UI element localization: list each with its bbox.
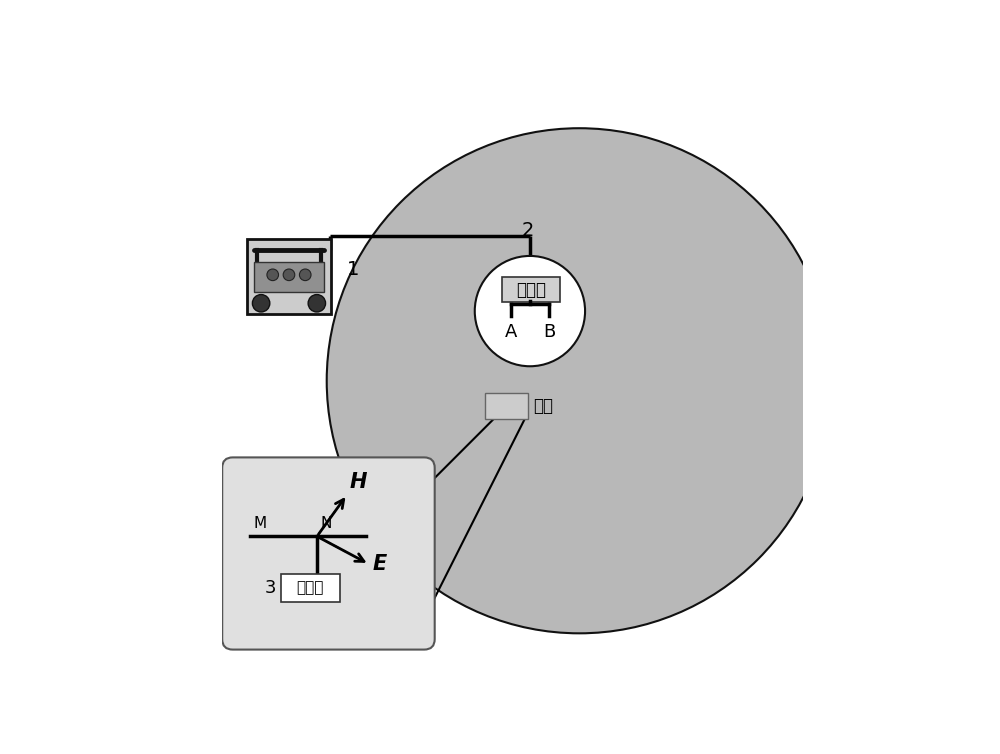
Text: A: A	[505, 323, 517, 342]
Text: 发送机: 发送机	[516, 280, 546, 299]
Text: B: B	[543, 323, 555, 342]
Text: 测点: 测点	[533, 397, 553, 415]
FancyBboxPatch shape	[281, 574, 340, 602]
FancyBboxPatch shape	[502, 277, 560, 302]
Text: 1: 1	[347, 260, 359, 279]
FancyBboxPatch shape	[254, 262, 324, 292]
Text: $\boldsymbol{E}$: $\boldsymbol{E}$	[372, 554, 388, 575]
FancyBboxPatch shape	[247, 239, 331, 314]
Text: $\boldsymbol{H}$: $\boldsymbol{H}$	[349, 472, 369, 492]
Circle shape	[267, 269, 279, 280]
Text: 3: 3	[264, 579, 276, 597]
Circle shape	[475, 256, 585, 366]
Circle shape	[299, 269, 311, 280]
Circle shape	[327, 128, 832, 633]
FancyBboxPatch shape	[485, 393, 528, 418]
Circle shape	[252, 295, 270, 312]
Text: M: M	[253, 516, 266, 531]
Text: N: N	[320, 516, 332, 531]
FancyBboxPatch shape	[222, 458, 435, 650]
Circle shape	[308, 295, 326, 312]
Text: 2: 2	[522, 221, 534, 241]
Text: 接收机: 接收机	[297, 581, 324, 596]
Circle shape	[283, 269, 295, 280]
